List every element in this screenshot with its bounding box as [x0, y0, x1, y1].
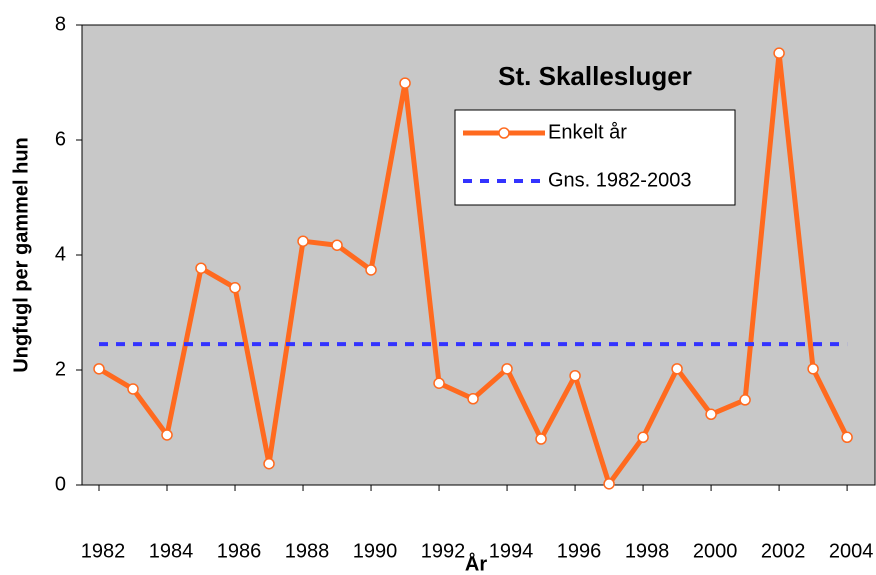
- point: [501, 363, 513, 375]
- x-axis-label: År: [465, 551, 487, 575]
- x-tick-label: 1982: [81, 540, 126, 562]
- x-tick-label: 1992: [421, 540, 466, 562]
- legend: Enkelt år Gns. 1982-2003: [454, 109, 736, 206]
- y-tick-label: 8: [55, 13, 66, 35]
- point: [399, 77, 411, 89]
- point: [841, 431, 853, 444]
- point: [637, 431, 649, 444]
- legend-label: Enkelt år: [548, 121, 627, 143]
- point: [603, 478, 615, 490]
- point: [807, 363, 819, 375]
- point: [569, 370, 581, 382]
- point: [229, 282, 241, 294]
- legend-label: Gns. 1982-2003: [548, 169, 691, 191]
- point: [93, 363, 105, 375]
- point: [195, 262, 207, 274]
- point: [263, 457, 275, 470]
- point: [705, 408, 717, 421]
- x-tick-label: 1988: [285, 540, 330, 562]
- point: [365, 264, 377, 276]
- x-tick-label: 1986: [217, 540, 262, 562]
- point: [467, 393, 479, 405]
- point: [433, 377, 445, 389]
- point: [535, 433, 547, 445]
- y-tick-label: 4: [55, 243, 66, 265]
- y-tick-label: 2: [55, 358, 66, 380]
- point: [331, 239, 343, 251]
- x-tick-label: 1996: [557, 540, 602, 562]
- legend-marker: [498, 127, 510, 139]
- point: [671, 363, 683, 375]
- point: [773, 47, 785, 59]
- x-tick-label: 1994: [489, 540, 534, 562]
- plot-area: [81, 24, 876, 486]
- point: [127, 383, 139, 395]
- legend-box: [454, 109, 736, 206]
- x-tick-label: 1984: [149, 540, 194, 562]
- point: [161, 429, 173, 441]
- y-axis-label: Ungfugl per gammel hun: [10, 137, 32, 373]
- x-tick-label: 2000: [693, 540, 738, 562]
- point: [297, 235, 309, 247]
- x-tick-label: 1990: [353, 540, 398, 562]
- chart-title: St. Skallesluger: [498, 61, 692, 91]
- y-tick-label: 6: [55, 128, 66, 150]
- x-tick-label: 1998: [625, 540, 670, 562]
- x-tick-label: 2004: [829, 540, 874, 562]
- x-tick-label: 2002: [761, 540, 806, 562]
- point: [739, 394, 751, 406]
- y-tick-label: 0: [55, 473, 66, 495]
